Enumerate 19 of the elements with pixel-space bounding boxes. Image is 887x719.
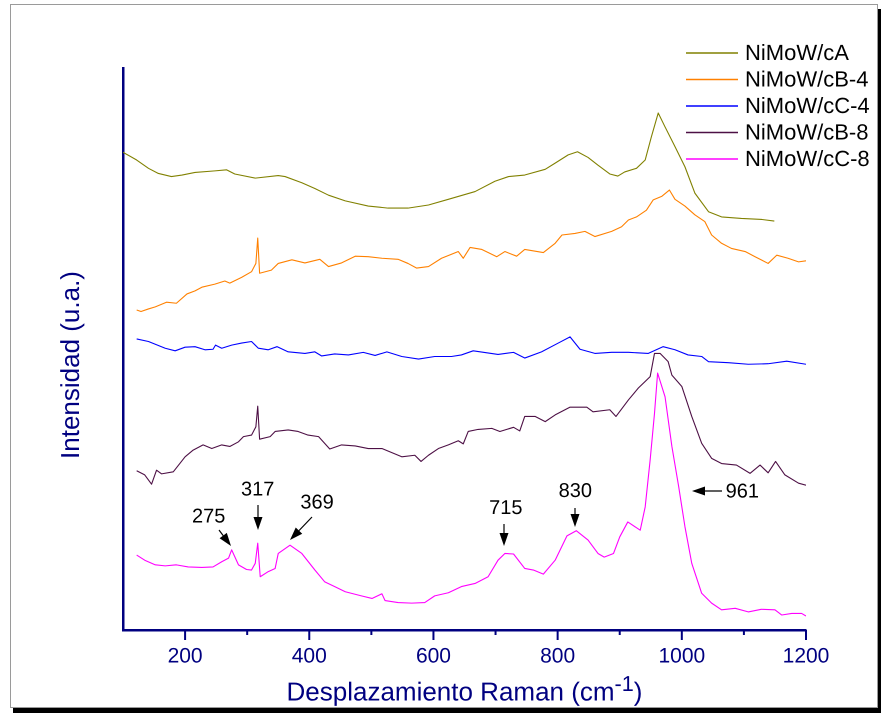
- annotation: 369: [300, 492, 334, 514]
- annotation: 275: [192, 505, 226, 528]
- x-tick-label: 1200: [782, 644, 830, 668]
- legend-label: NiMoW/cB-4: [745, 66, 868, 92]
- x-tick-label: 200: [168, 644, 203, 668]
- legend-label: NiMoW/cC-4: [745, 93, 870, 118]
- legend-label: NiMoW/cC-8: [745, 146, 870, 172]
- annotation: 715: [489, 496, 523, 519]
- x-axis-title: Desplazamiento Raman (cm$^{-1}$): [286, 671, 644, 707]
- annotation: 317: [241, 478, 274, 501]
- x-tick-label: 400: [292, 644, 327, 668]
- x-tick-label: 1000: [658, 644, 706, 668]
- annotation: 961: [726, 480, 760, 502]
- legend-label: NiMoW/cB-8: [745, 120, 868, 145]
- annotation: 830: [558, 480, 592, 502]
- x-tick-label: 600: [416, 644, 451, 668]
- y-axis-title: Intensidad (u.a.): [55, 271, 85, 459]
- x-tick-label: 800: [540, 644, 576, 668]
- legend-label: NiMoW/cA: [745, 40, 850, 66]
